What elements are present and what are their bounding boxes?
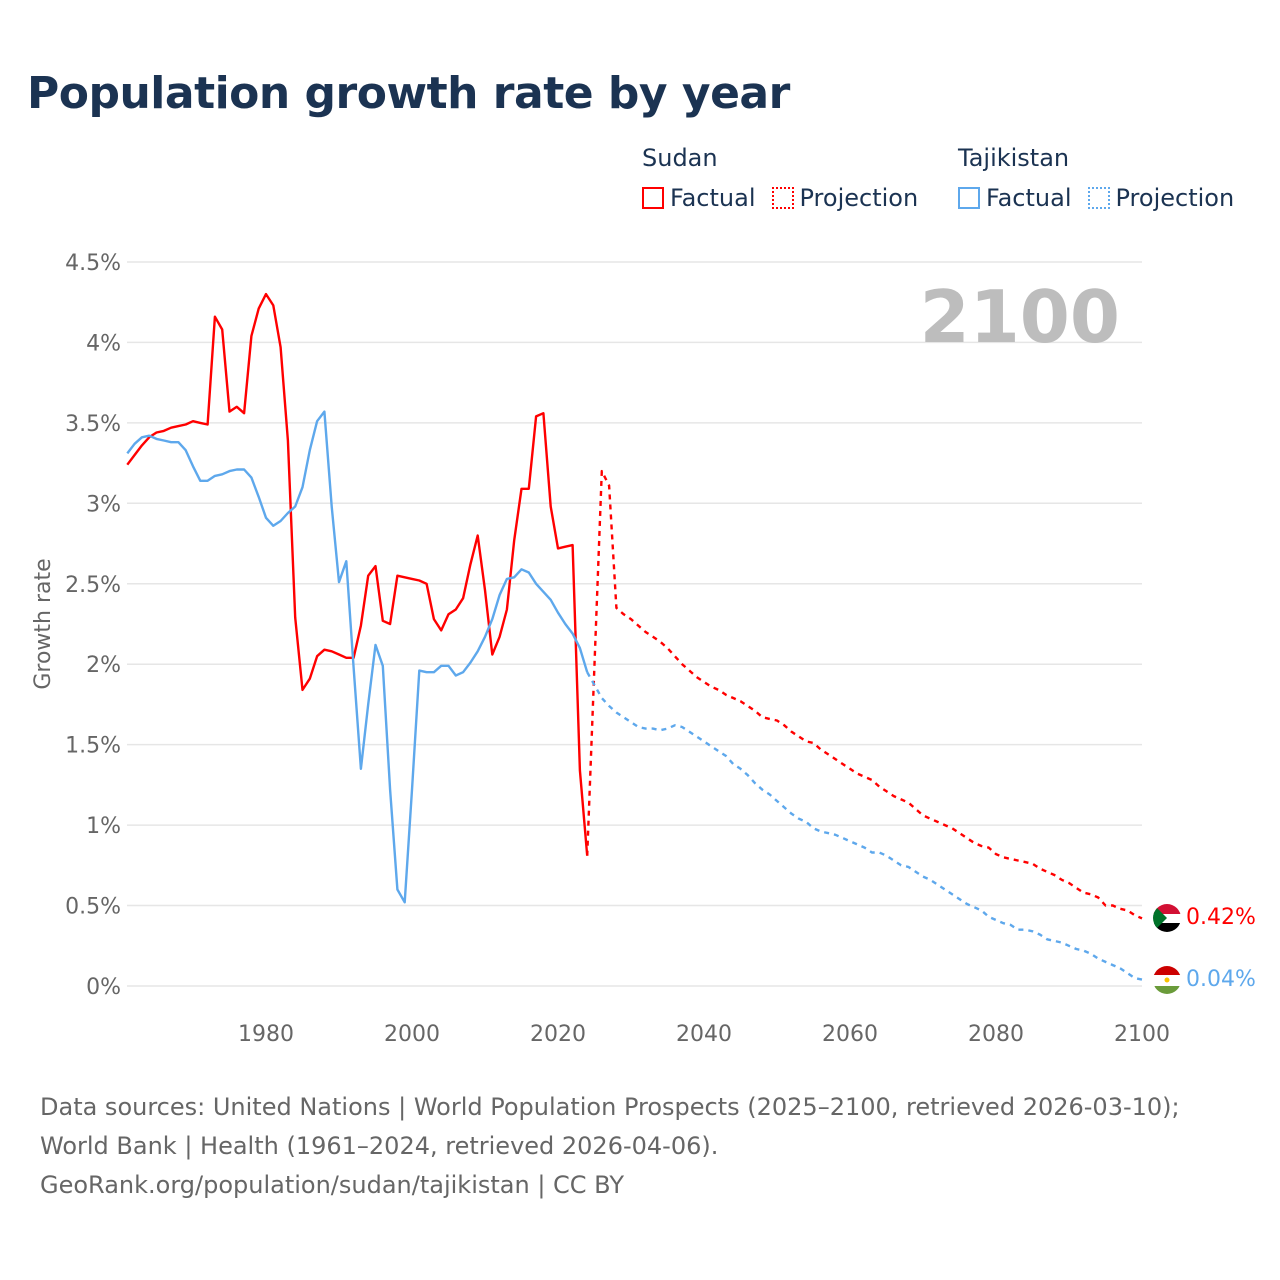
y-tick-label: 0%	[86, 975, 121, 1000]
y-tick-label: 2%	[86, 653, 121, 678]
x-tick-label: 2060	[822, 1022, 878, 1047]
legend-group-name: Sudan	[642, 144, 718, 172]
data-sources: Data sources: United Nations | World Pop…	[40, 1093, 1180, 1160]
line-chart: 0% 0.5% 1% 1.5% 2% 2.5% 3% 3.5% 4% 4.5% 1980 2000 20…	[31, 251, 1256, 1047]
year-badge: 2100	[920, 275, 1120, 359]
x-tick-label: 2080	[968, 1022, 1024, 1047]
legend-group-name: Tajikistan	[958, 144, 1070, 172]
sudan-flag-icon	[1153, 904, 1181, 932]
x-tick-label: 1980	[238, 1022, 294, 1047]
x-tick-label: 2100	[1114, 1022, 1170, 1047]
legend-tajikistan: Tajikistan Factual Projection	[958, 144, 1234, 212]
tajikistan-flag-icon	[1153, 966, 1181, 994]
y-tick-label: 0.5%	[65, 895, 121, 920]
solid-swatch-icon	[958, 187, 980, 209]
page-title: Population growth rate by year	[27, 68, 790, 119]
y-tick-label: 1.5%	[65, 734, 121, 759]
legend-label: Projection	[799, 184, 919, 212]
source-link[interactable]: GeoRank.org/population/sudan/tajikistan …	[40, 1171, 624, 1199]
sudan-end-label: 0.42%	[1186, 905, 1256, 930]
footer: Data sources: United Nations | World Pop…	[40, 1088, 1240, 1205]
y-tick-label: 1%	[86, 814, 121, 839]
y-axis-label: Growth rate	[31, 558, 56, 689]
legend-label: Factual	[670, 184, 756, 212]
x-tick-label: 2040	[676, 1022, 732, 1047]
dotted-swatch-icon	[771, 187, 794, 209]
tajikistan-projection-line	[586, 671, 1143, 981]
legend-label: Factual	[986, 184, 1072, 212]
legend-sudan: Sudan Factual Projection	[642, 144, 918, 212]
sudan-projection-line	[586, 469, 1143, 920]
legend-sudan-factual[interactable]: Factual	[642, 184, 756, 212]
tajikistan-factual-line	[126, 410, 589, 904]
y-tick-label: 4%	[86, 331, 121, 356]
dotted-swatch-icon	[1087, 187, 1110, 209]
tajikistan-end-label: 0.04%	[1186, 967, 1256, 992]
legend-sudan-projection[interactable]: Projection	[771, 184, 919, 212]
legend-label: Projection	[1115, 184, 1235, 212]
y-tick-label: 3%	[86, 492, 121, 517]
x-tick-label: 2020	[530, 1022, 586, 1047]
legend-tajikistan-projection[interactable]: Projection	[1087, 184, 1235, 212]
y-tick-label: 4.5%	[65, 251, 121, 276]
y-tick-label: 2.5%	[65, 573, 121, 598]
legend-tajikistan-factual[interactable]: Factual	[958, 184, 1072, 212]
sudan-factual-line	[126, 292, 589, 856]
solid-swatch-icon	[642, 187, 664, 209]
y-tick-label: 3.5%	[65, 412, 121, 437]
x-tick-label: 2000	[384, 1022, 440, 1047]
